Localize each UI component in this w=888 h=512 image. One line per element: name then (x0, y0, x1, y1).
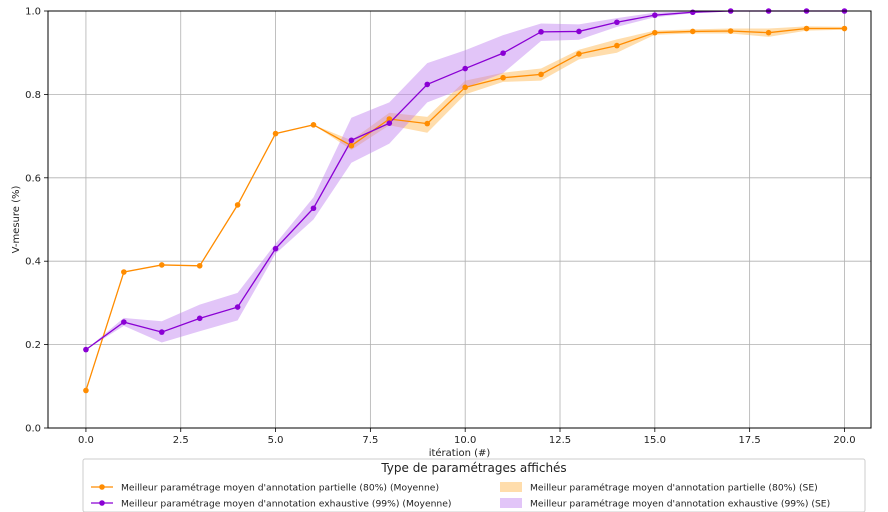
y-tick-label: 0.8 (25, 90, 41, 101)
legend-box (82, 458, 866, 512)
legend-label: Meilleur paramétrage moyen d'annotation … (121, 499, 451, 510)
data-point (234, 202, 241, 208)
data-point (234, 304, 241, 310)
data-point (841, 25, 848, 32)
legend-label: Meilleur paramétrage moyen d'annotation … (121, 483, 439, 494)
data-point (310, 122, 317, 128)
x-tick-label: 2.5 (173, 435, 189, 446)
data-point (158, 262, 165, 268)
legend-item-mean-1: Meilleur paramétrage moyen d'annotation … (91, 499, 451, 510)
data-point (83, 346, 89, 353)
x-tick-label: 0.0 (78, 435, 94, 446)
data-point (348, 142, 355, 149)
legend-band-swatch (500, 498, 522, 508)
legend-items: Meilleur paramétrage moyen d'annotation … (91, 482, 830, 510)
legend-label: Meilleur paramétrage moyen d'annotation … (530, 499, 830, 510)
data-point (196, 315, 203, 322)
series-points (83, 8, 848, 394)
legend-title: Type de paramétrages affichés (380, 461, 566, 475)
x-axis-ticks: 0.0 2.5 5.0 7.5 10.0 12.5 15.0 17.5 20.0 (78, 428, 856, 446)
y-tick-label: 0.2 (25, 340, 41, 351)
data-point (689, 9, 696, 16)
x-tick-label: 20.0 (833, 435, 855, 446)
legend-marker (99, 500, 105, 506)
data-point (272, 245, 279, 252)
x-tick-label: 17.5 (739, 435, 761, 446)
x-tick-label: 7.5 (362, 435, 378, 446)
data-point (462, 84, 468, 91)
y-axis-ticks: 0.0 0.2 0.4 0.6 0.8 1.0 (25, 7, 48, 435)
data-point (765, 29, 772, 36)
x-tick-label: 10.0 (454, 435, 476, 446)
data-point (121, 319, 127, 325)
data-point (689, 28, 696, 35)
data-point (158, 329, 165, 335)
data-point (310, 205, 317, 212)
data-point (727, 28, 734, 34)
legend: Type de paramétrages affichés Meilleur p… (82, 458, 866, 512)
data-point (386, 116, 393, 122)
se-band-1 (85, 11, 845, 350)
data-point (500, 74, 506, 81)
legend-item-mean-0: Meilleur paramétrage moyen d'annotation … (91, 483, 439, 494)
data-point (272, 130, 279, 137)
data-point (500, 50, 506, 56)
y-tick-label: 0.0 (25, 424, 41, 435)
legend-marker (99, 484, 105, 490)
data-point (614, 42, 620, 49)
data-point (538, 29, 544, 35)
data-point (803, 25, 810, 32)
x-tick-label: 12.5 (549, 435, 571, 446)
data-point (652, 12, 658, 18)
data-point (83, 387, 89, 394)
y-tick-label: 0.6 (25, 173, 41, 184)
y-tick-label: 0.4 (25, 257, 41, 268)
data-point (652, 29, 658, 36)
legend-item-se-1: Meilleur paramétrage moyen d'annotation … (500, 498, 830, 510)
se-bands (85, 11, 845, 391)
y-tick-label: 1.0 (25, 7, 41, 18)
plot-frame (47, 10, 872, 429)
data-point (538, 71, 544, 78)
y-axis-label: V-mesure (%) (11, 185, 22, 253)
data-point (424, 120, 431, 127)
data-point (121, 269, 127, 275)
data-point (386, 120, 393, 126)
data-point (614, 19, 620, 26)
data-point (462, 65, 468, 72)
data-point (424, 81, 431, 88)
data-point (576, 28, 582, 35)
data-point (348, 137, 355, 144)
x-tick-label: 5.0 (268, 435, 284, 446)
legend-band-swatch (500, 482, 522, 492)
data-point (196, 262, 203, 269)
x-axis-label: itération (#) (429, 447, 491, 459)
legend-item-se-0: Meilleur paramétrage moyen d'annotation … (500, 482, 818, 494)
legend-label: Meilleur paramétrage moyen d'annotation … (530, 483, 818, 494)
data-point (576, 51, 582, 57)
x-tick-label: 15.0 (644, 435, 666, 446)
